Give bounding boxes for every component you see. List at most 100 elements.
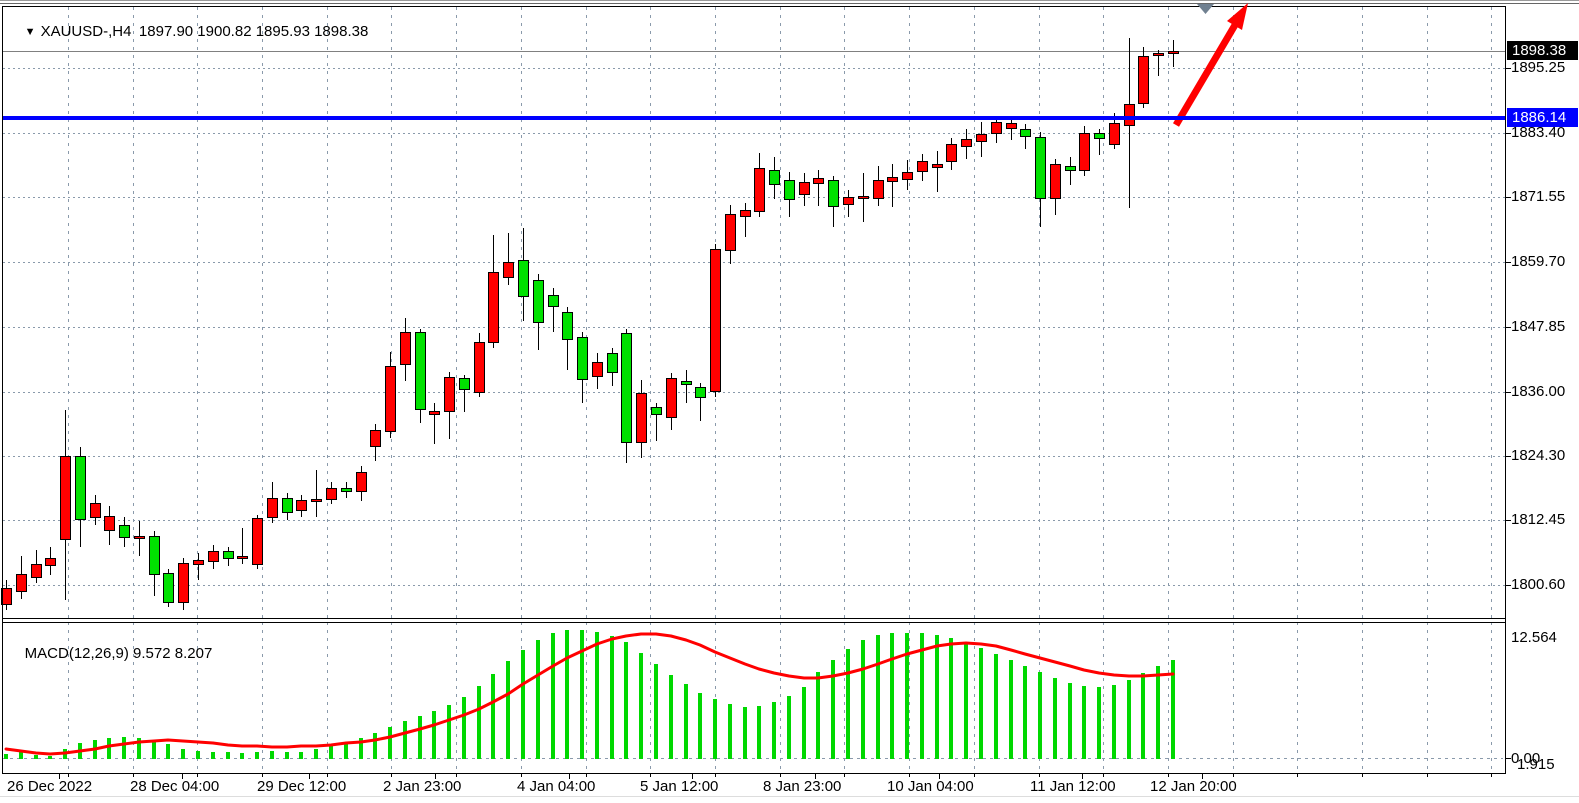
time-axis-label[interactable]: 26 Dec 2022 <box>7 778 93 795</box>
vertical-gridline[interactable] <box>1427 622 1428 773</box>
pane-bottom-border[interactable] <box>2 773 1506 774</box>
time-axis-tick[interactable] <box>1427 774 1428 777</box>
macd-histogram-bar[interactable] <box>979 648 983 759</box>
macd-histogram-bar[interactable] <box>1141 673 1145 759</box>
time-axis-label[interactable]: 8 Jan 23:00 <box>763 778 842 795</box>
vertical-gridline[interactable] <box>780 7 781 618</box>
candle-body[interactable] <box>917 161 928 172</box>
vertical-gridline[interactable] <box>1491 622 1492 773</box>
candle-body[interactable] <box>946 144 957 162</box>
macd-histogram-bar[interactable] <box>610 636 614 759</box>
candle-body[interactable] <box>415 332 426 410</box>
vertical-gridline[interactable] <box>456 7 457 618</box>
candle-wick[interactable] <box>434 403 435 444</box>
price-axis-label[interactable]: 1895.25 <box>1511 59 1566 76</box>
macd-histogram-bar[interactable] <box>255 752 259 759</box>
macd-histogram-bar[interactable] <box>1082 686 1086 759</box>
macd-histogram-bar[interactable] <box>329 746 333 759</box>
price-axis-tick[interactable] <box>1505 327 1511 328</box>
price-axis-tick[interactable] <box>1505 585 1511 586</box>
time-axis-tick[interactable] <box>1233 774 1234 777</box>
macd-pane[interactable] <box>0 622 1505 773</box>
macd-histogram-bar[interactable] <box>447 705 451 759</box>
time-axis-tick[interactable] <box>1362 774 1363 777</box>
candle-body[interactable] <box>976 134 987 142</box>
macd-axis-tick[interactable] <box>1505 758 1511 759</box>
horizontal-gridline[interactable] <box>3 456 1505 457</box>
time-axis-major-tick[interactable] <box>569 774 570 779</box>
macd-histogram-bar[interactable] <box>1112 685 1116 759</box>
macd-histogram-bar[interactable] <box>462 697 466 759</box>
candle-wick[interactable] <box>686 370 687 403</box>
time-axis-major-tick[interactable] <box>59 774 60 779</box>
candle-wick[interactable] <box>656 403 657 441</box>
candle-body[interactable] <box>163 573 174 603</box>
candle-wick[interactable] <box>1158 50 1159 76</box>
candle-body[interactable] <box>1 588 12 605</box>
macd-histogram-bar[interactable] <box>344 742 348 759</box>
candle-body[interactable] <box>651 407 662 415</box>
candle-body[interactable] <box>326 488 337 500</box>
macd-histogram-bar[interactable] <box>639 653 643 759</box>
vertical-gridline[interactable] <box>521 7 522 618</box>
macd-axis-label[interactable]: 1.915 <box>1517 756 1555 773</box>
vertical-gridline[interactable] <box>1233 622 1234 773</box>
vertical-gridline[interactable] <box>909 7 910 618</box>
macd-histogram-bar[interactable] <box>166 744 170 759</box>
time-axis-tick[interactable] <box>1103 774 1104 777</box>
macd-histogram-bar[interactable] <box>314 749 318 759</box>
macd-histogram-bar[interactable] <box>521 650 525 759</box>
macd-histogram-bar[interactable] <box>432 711 436 759</box>
candle-body[interactable] <box>1094 133 1105 139</box>
macd-histogram-bar[interactable] <box>403 721 407 759</box>
candle-wick[interactable] <box>316 470 317 517</box>
vertical-gridline[interactable] <box>327 622 328 773</box>
candle-body[interactable] <box>533 280 544 323</box>
candle-wick[interactable] <box>1099 129 1100 155</box>
candle-wick[interactable] <box>464 375 465 412</box>
macd-histogram-bar[interactable] <box>816 672 820 759</box>
candle-body[interactable] <box>149 536 160 575</box>
vertical-gridline[interactable] <box>974 7 975 618</box>
pane-left-border[interactable] <box>2 6 3 773</box>
vertical-gridline[interactable] <box>1168 7 1169 618</box>
candle-body[interactable] <box>843 197 854 205</box>
macd-histogram-bar[interactable] <box>757 706 761 759</box>
candle-body[interactable] <box>666 378 677 418</box>
vertical-gridline[interactable] <box>456 622 457 773</box>
candle-body[interactable] <box>296 500 307 511</box>
candle-body[interactable] <box>621 333 632 443</box>
price-axis-tick[interactable] <box>1505 133 1511 134</box>
candle-body[interactable] <box>695 387 706 398</box>
vertical-gridline[interactable] <box>327 7 328 618</box>
vertical-gridline[interactable] <box>1427 7 1428 618</box>
current-price-line[interactable] <box>3 51 1505 52</box>
candle-body[interactable] <box>16 574 27 592</box>
macd-histogram-bar[interactable] <box>299 752 303 759</box>
price-axis-tick[interactable] <box>1505 197 1511 198</box>
price-axis-tick[interactable] <box>1505 520 1511 521</box>
price-axis-tick[interactable] <box>1505 68 1511 69</box>
candle-body[interactable] <box>193 560 204 565</box>
candle-body[interactable] <box>740 210 751 217</box>
time-axis-major-tick[interactable] <box>692 774 693 779</box>
macd-axis-label[interactable]: 0.00 <box>1511 750 1541 767</box>
macd-histogram-bar[interactable] <box>78 743 82 759</box>
macd-histogram-bar[interactable] <box>565 630 569 759</box>
candle-wick[interactable] <box>745 203 746 237</box>
candle-wick[interactable] <box>1070 157 1071 185</box>
candle-body[interactable] <box>311 499 322 502</box>
candle-body[interactable] <box>636 393 647 443</box>
time-axis-tick[interactable] <box>391 774 392 777</box>
candle-body[interactable] <box>784 180 795 200</box>
time-axis-tick[interactable] <box>68 774 69 777</box>
macd-histogram-bar[interactable] <box>787 696 791 759</box>
candle-wick[interactable] <box>508 233 509 285</box>
time-axis-label[interactable]: 12 Jan 20:00 <box>1150 778 1237 795</box>
candle-body[interactable] <box>1020 129 1031 137</box>
vertical-gridline[interactable] <box>1297 622 1298 773</box>
macd-histogram-bar[interactable] <box>669 675 673 759</box>
time-axis-major-tick[interactable] <box>182 774 183 779</box>
price-axis-label[interactable]: 1883.40 <box>1511 124 1566 141</box>
macd-histogram-bar[interactable] <box>373 733 377 759</box>
